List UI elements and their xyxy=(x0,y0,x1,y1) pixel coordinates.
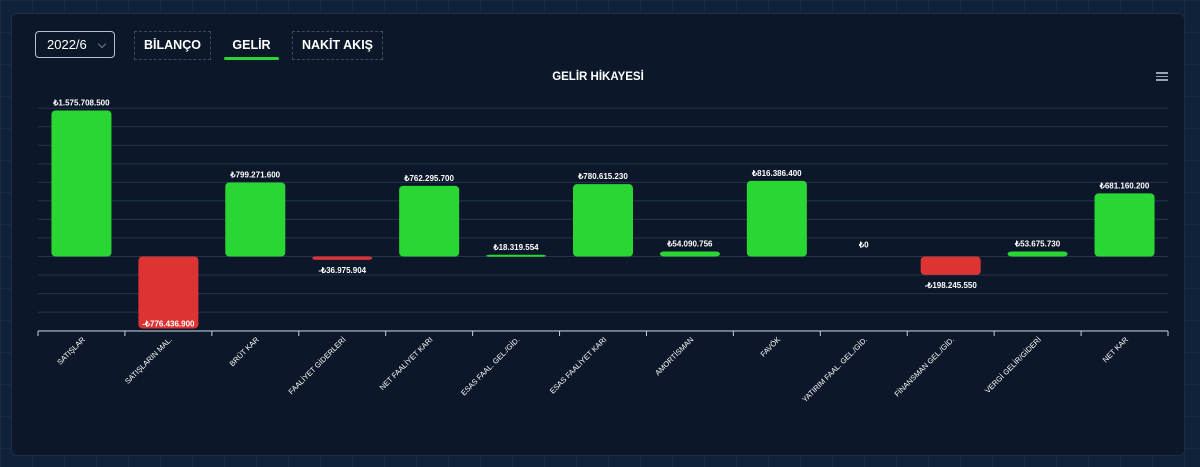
bar[interactable] xyxy=(225,182,286,257)
bar[interactable] xyxy=(138,256,199,329)
x-axis: SATIŞLAR SATIŞLARIN MAL. BRÜT KAR FAALİYET … xyxy=(37,330,1169,404)
x-tick-label: BRÜT KAR xyxy=(228,335,261,368)
period-value: 2022/6 xyxy=(47,37,87,52)
x-tick-label: NET FAALİYET KARI xyxy=(378,335,435,392)
data-label: ₺681.160.200 xyxy=(1099,181,1150,190)
x-tick-label: AMORTİSMAN xyxy=(653,335,695,377)
x-tick-label: FAALİYET GİDERLERİ xyxy=(287,335,348,396)
tab-gelir[interactable]: GELİR xyxy=(223,31,280,60)
data-label: -₺36.975.904 xyxy=(318,266,366,275)
bar[interactable] xyxy=(399,185,460,257)
bar[interactable] xyxy=(1007,251,1068,257)
data-label: -₺198.245.550 xyxy=(925,281,978,290)
bar[interactable] xyxy=(659,251,720,257)
tab-nakit-akis[interactable]: NAKİT AKIŞ xyxy=(292,31,383,60)
bar[interactable] xyxy=(1094,193,1155,257)
data-label: ₺53.675.730 xyxy=(1014,240,1061,249)
data-label: ₺18.319.554 xyxy=(493,243,540,252)
tab-active-indicator xyxy=(224,57,279,60)
tab-bilanco-label: BİLANÇO xyxy=(144,38,201,52)
x-tick-label: VERGİ GELİR/GİDERİ xyxy=(983,335,1043,395)
bars xyxy=(51,110,1155,329)
data-label: ₺54.090.756 xyxy=(666,239,713,248)
bar[interactable] xyxy=(746,180,807,257)
value-labels: ₺1.575.708.500 -₺776.436.900 ₺799.271.600 -… xyxy=(52,99,1150,329)
data-label: ₺0 xyxy=(858,241,869,250)
bar[interactable] xyxy=(573,184,633,257)
period-select[interactable]: 2022/6 xyxy=(35,31,115,58)
data-label: ₺816.386.400 xyxy=(751,169,802,178)
tab-bilanco[interactable]: BİLANÇO xyxy=(134,31,211,60)
data-label: ₺780.615.230 xyxy=(577,172,628,181)
x-tick-label: NET KAR xyxy=(1101,335,1131,365)
data-label: ₺799.271.600 xyxy=(230,170,281,179)
data-label: -₺776.436.900 xyxy=(142,319,195,328)
x-tick-label: SATIŞLARIN MAL. xyxy=(123,335,174,386)
x-tick-label: ESAS FAAL. GEL./GİD. xyxy=(459,335,521,397)
x-tick-label: YATIRIM FAAL. GEL./GİD. xyxy=(800,335,869,404)
tab-nakit-akis-label: NAKİT AKIŞ xyxy=(301,38,374,52)
x-tick-label: ESAS FAALİYET KARI xyxy=(548,335,609,396)
bar[interactable] xyxy=(51,110,112,257)
x-tick-label: SATIŞLAR xyxy=(55,335,87,367)
bar[interactable] xyxy=(312,256,373,260)
x-tick-label: FAVÖK xyxy=(759,335,783,359)
tab-gelir-label: GELİR xyxy=(232,38,271,52)
data-label: ₺1.575.708.500 xyxy=(52,99,110,108)
bar[interactable] xyxy=(920,256,981,275)
data-label: ₺762.295.700 xyxy=(403,174,454,183)
bar[interactable] xyxy=(486,254,547,257)
chart-title: GELİR HİKAYESİ xyxy=(552,70,644,83)
hamburger-menu-icon[interactable] xyxy=(1156,72,1168,81)
x-tick-label: FİNANSMAN GEL./GİD. xyxy=(893,335,957,399)
